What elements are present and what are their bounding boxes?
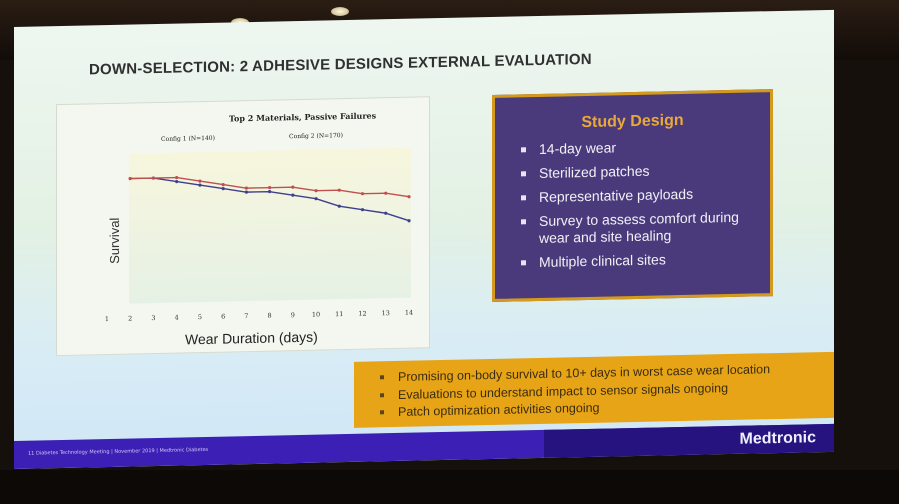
data-point-config-2 [151,176,156,180]
data-point-config-2 [360,192,365,196]
y-axis-label: Survival [107,217,122,264]
data-point-config-1 [198,183,202,187]
legend-config-1: Config 1 (N=140) [161,135,215,143]
data-point-config-2 [314,189,318,193]
study-item: 14-day wear [517,136,757,158]
data-point-config-1 [337,204,341,208]
data-point-config-1 [175,179,179,184]
study-item: Representative payloads [517,184,757,206]
x-tick-label: 4 [175,314,179,322]
data-point-config-1 [314,197,318,201]
legend-config-2: Config 2 (N=170) [289,132,343,140]
study-item: Sterilized patches [517,160,757,182]
data-point-config-2 [384,191,388,195]
data-point-config-1 [244,190,248,194]
data-point-config-2 [175,175,179,180]
x-tick-label: 14 [405,309,413,317]
data-point-config-1 [360,208,365,212]
data-point-config-1 [291,193,295,197]
x-axis-label: Wear Duration (days) [185,329,318,348]
study-design-list: 14-day wear Sterilized patches Represent… [517,136,757,278]
data-point-config-2 [291,185,295,189]
findings-band: Promising on-body survival to 10+ days i… [354,351,834,428]
footer-text: 11 Diabetes Technology Meeting | Novembe… [28,446,209,457]
x-tick-label: 5 [198,313,202,321]
chart-title: Top 2 Materials, Passive Failures [229,110,377,123]
presentation-slide: DOWN-SELECTION: 2 ADHESIVE DESIGNS EXTER… [14,9,834,469]
room-floor [0,470,899,504]
ceiling-light [331,7,349,16]
data-point-config-1 [268,190,272,194]
study-design-title: Study Design [581,111,684,132]
study-design-panel: Study Design 14-day wear Sterilized patc… [492,89,773,302]
data-point-config-2 [268,186,272,190]
plot-area [129,147,411,304]
x-tick-label: 7 [244,312,248,320]
x-tick-label: 11 [335,310,343,318]
chart-canvas: Top 2 Materials, Passive Failures Config… [105,110,413,348]
data-point-config-2 [244,186,248,190]
data-point-config-2 [198,179,202,183]
data-point-config-1 [407,219,411,223]
data-point-config-2 [337,188,341,192]
x-tick-label: 3 [151,314,155,322]
data-point-config-1 [384,211,388,215]
x-tick-label: 1 [105,315,109,323]
slide-title: DOWN-SELECTION: 2 ADHESIVE DESIGNS EXTER… [89,50,592,79]
data-point-config-2 [221,183,225,187]
slide-footer: 11 Diabetes Technology Meeting | Novembe… [14,423,834,469]
study-item: Survey to assess comfort during wear and… [517,208,757,247]
data-point-config-1 [221,187,225,191]
study-item: Multiple clinical sites [517,249,757,271]
x-tick-label: 13 [382,309,390,317]
x-tick-label: 2 [128,315,132,323]
x-tick-label: 12 [358,310,366,318]
x-tick-label: 9 [291,311,295,319]
data-point-config-2 [407,195,411,199]
data-point-config-2 [128,176,132,181]
medtronic-logo: Medtronic [739,429,816,448]
survival-chart: Top 2 Materials, Passive Failures Config… [56,96,430,357]
findings-list: Promising on-body survival to 10+ days i… [354,352,834,423]
x-tick-label: 6 [221,313,225,321]
x-tick-label: 10 [312,311,320,319]
x-tick-label: 8 [268,312,272,320]
